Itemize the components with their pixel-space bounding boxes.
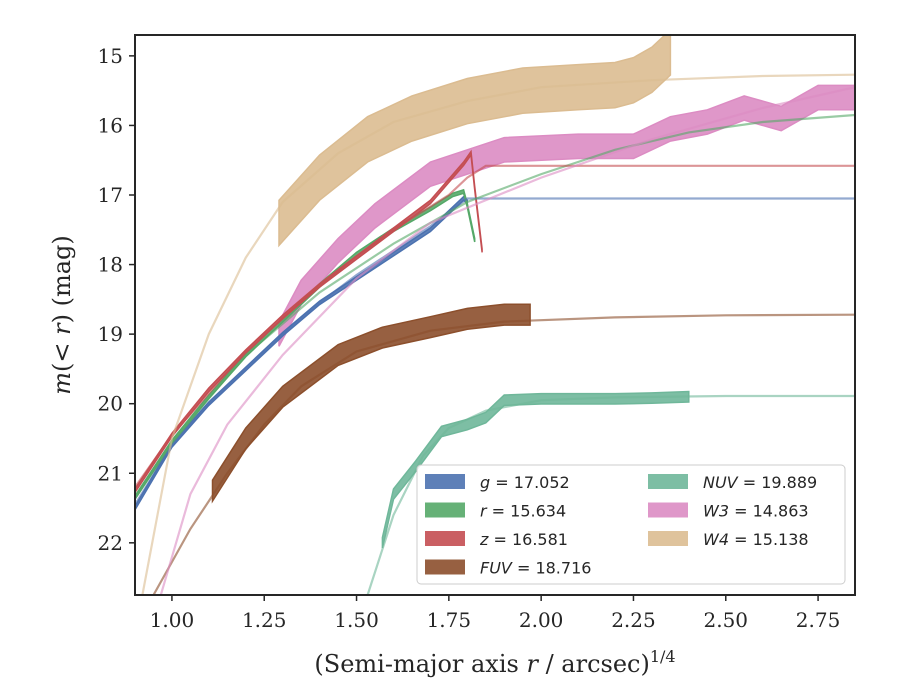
legend: g = 17.052 r = 15.634 z = 16.581 FUV = 18.7… xyxy=(416,464,846,585)
legend-swatch xyxy=(425,531,465,546)
data-bands xyxy=(135,35,855,549)
y-axis-ticks: 15 16 17 18 19 20 21 22 xyxy=(98,44,135,555)
legend-entry: W3 = 14.863 xyxy=(703,502,809,521)
x-tick-label: 1.00 xyxy=(150,608,195,632)
y-tick-label: 19 xyxy=(98,322,123,346)
legend-box xyxy=(416,464,846,585)
model-curve-fuv xyxy=(152,313,855,595)
model-curves xyxy=(135,73,855,595)
data-band-fuv xyxy=(211,303,531,504)
legend-swatch xyxy=(425,502,465,518)
legend-entry: NUV = 19.889 xyxy=(703,473,817,492)
data-band-w4 xyxy=(278,35,672,248)
data-band-nuv xyxy=(381,390,690,549)
model-curve-w4 xyxy=(141,73,855,595)
legend-entry: g = 17.052 xyxy=(480,473,570,492)
legend-swatch xyxy=(425,559,465,575)
legend-swatch xyxy=(648,531,688,546)
x-tick-label: 2.50 xyxy=(704,608,749,632)
data-band-w3 xyxy=(278,84,855,347)
y-tick-label: 16 xyxy=(98,113,123,137)
y-tick-label: 22 xyxy=(98,531,123,555)
x-tick-label: 2.75 xyxy=(796,608,841,632)
legend-swatch xyxy=(425,474,465,489)
x-tick-label: 1.50 xyxy=(334,608,379,632)
legend-entry: z = 16.581 xyxy=(479,530,568,549)
model-curve-z xyxy=(135,164,855,488)
model-curve-g xyxy=(135,197,855,506)
x-tick-label: 1.75 xyxy=(427,608,472,632)
y-tick-label: 21 xyxy=(98,461,123,485)
y-tick-label: 18 xyxy=(98,253,123,277)
y-axis-label: m(< r) (mag) xyxy=(48,235,76,395)
legend-swatch xyxy=(648,502,688,518)
legend-entry: FUV = 18.716 xyxy=(480,559,591,578)
model-curve-w3 xyxy=(159,86,855,595)
model-curve-r xyxy=(135,113,855,499)
y-tick-label: 20 xyxy=(98,392,123,416)
legend-entry: W4 = 15.138 xyxy=(703,530,809,549)
y-tick-label: 15 xyxy=(98,44,123,68)
x-tick-label: 1.25 xyxy=(242,608,287,632)
x-axis-label: (Semi-major axis r / arcsec)1/4 xyxy=(314,647,675,678)
legend-swatch xyxy=(648,474,688,489)
model-curve-nuv xyxy=(366,394,855,595)
x-tick-label: 2.25 xyxy=(611,608,656,632)
x-axis-ticks: 1.00 1.25 1.50 1.75 2.00 2.25 2.50 2.75 xyxy=(150,595,841,632)
x-tick-label: 2.00 xyxy=(519,608,564,632)
plot-frame xyxy=(134,34,856,596)
legend-entry: r = 15.634 xyxy=(480,502,566,521)
y-tick-label: 17 xyxy=(98,183,123,207)
